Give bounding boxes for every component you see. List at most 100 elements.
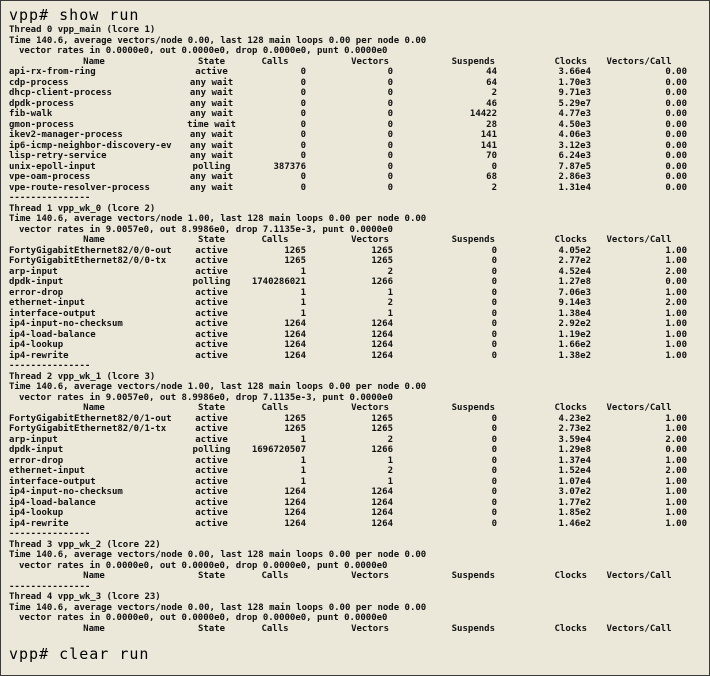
table-cell: 1264 <box>284 518 306 529</box>
table-cell: 0 <box>300 140 306 151</box>
table-cell: 1264 <box>284 350 306 361</box>
table-row: FortyGigabitEthernet82/0/0-out active 1265… <box>9 246 709 257</box>
table-cell: polling <box>192 277 231 287</box>
table-cell: 1 <box>387 308 393 319</box>
table-cell: 0 <box>491 161 497 172</box>
table-cell: any wait <box>189 172 234 182</box>
table-cell: 0.00 <box>665 88 687 98</box>
table-cell: 1.29e8 <box>558 445 591 455</box>
table-row: ethernet-input active 1 2 0 1.52e4 2.00 <box>9 466 709 477</box>
table-cell: 1 <box>300 434 306 445</box>
table-cell: 4.06e3 <box>558 130 591 140</box>
table-cell: 1.70e3 <box>558 77 591 88</box>
table-cell: 44 <box>486 67 497 77</box>
section-separator: --------------- <box>9 361 91 371</box>
table-cell: any wait <box>189 140 234 151</box>
table-cell: ip4-lookup <box>9 508 64 518</box>
table-cell: interface-output <box>9 476 96 487</box>
column-header-vectorscall: Vectors/Call <box>606 623 672 634</box>
table-cell: 0 <box>491 350 497 361</box>
table-cell: 0 <box>491 256 497 266</box>
table-cell: vpe-oam-process <box>9 172 91 182</box>
table-cell: 1264 <box>371 329 393 340</box>
table-row: error-drop active 1 1 0 1.37e4 1.00 <box>9 456 709 467</box>
table-cell: active <box>195 67 228 77</box>
thread-vector-rates: vector rates in 0.0000e0, out 0.0000e0, … <box>19 560 388 571</box>
table-cell: 0.00 <box>665 140 687 151</box>
thread-time-stats: Time 140.6, average vectors/node 1.00, l… <box>9 214 427 224</box>
table-cell: 2.92e2 <box>558 319 591 329</box>
table-cell: 0 <box>491 308 497 319</box>
table-cell: 0 <box>300 151 306 161</box>
table-cell: active <box>195 434 228 445</box>
table-cell: api-rx-from-ring <box>9 67 96 77</box>
table-cell: 1.00 <box>665 476 687 487</box>
table-cell: 2 <box>387 266 393 277</box>
table-cell: 7.87e5 <box>558 161 591 172</box>
table-cell: 7.06e3 <box>558 287 591 298</box>
table-cell: 1.00 <box>665 487 687 497</box>
table-row: interface-output active 1 1 0 1.07e4 1.00 <box>9 477 709 488</box>
table-cell: 9.71e3 <box>558 88 591 98</box>
column-header-name: Name <box>83 235 105 245</box>
column-header-vectors: Vectors <box>351 571 389 581</box>
table-cell: dpdk-input <box>9 277 64 287</box>
column-header-vectorscall: Vectors/Call <box>606 571 672 581</box>
column-header-suspends: Suspends <box>451 56 495 67</box>
table-row: api-rx-from-ring active 0 0 44 3.66e4 0.00 <box>9 67 709 78</box>
table-cell: time wait <box>187 119 236 130</box>
table-cell: 1264 <box>284 319 306 329</box>
table-cell: 0.00 <box>665 77 687 88</box>
thread-title: Thread 0 vpp_main (lcore 1) <box>9 25 156 35</box>
table-cell: 0 <box>491 319 497 329</box>
table-cell: active <box>195 329 228 340</box>
column-header-suspends: Suspends <box>451 571 495 581</box>
thread-vector-rates: vector rates in 0.0000e0, out 0.0000e0, … <box>19 46 388 56</box>
table-cell: dpdk-input <box>9 445 64 455</box>
table-row: dpdk-input polling 1696720507 1266 0 1.29e8 0.… <box>9 445 709 456</box>
table-cell: 2.00 <box>665 266 687 277</box>
table-cell: active <box>195 256 228 266</box>
table-cell: 0 <box>491 497 497 508</box>
table-cell: active <box>195 476 228 487</box>
table-cell: 5.29e7 <box>558 98 591 109</box>
table-cell: 0.00 <box>665 67 687 77</box>
table-header-row: Name State Calls Vectors Suspends Clocks Vecto… <box>9 57 709 68</box>
table-cell: 141 <box>480 140 497 151</box>
table-cell: 1.19e2 <box>558 329 591 340</box>
table-cell: 1264 <box>371 340 393 350</box>
column-header-vectors: Vectors <box>351 235 389 245</box>
column-header-name: Name <box>83 571 105 581</box>
table-row: arp-input active 1 2 0 4.52e4 2.00 <box>9 267 709 278</box>
table-header-row: Name State Calls Vectors Suspends Clocks Vecto… <box>9 624 709 635</box>
table-cell: 1 <box>300 466 306 476</box>
table-cell: 0 <box>491 434 497 445</box>
table-cell: 2 <box>387 298 393 308</box>
table-cell: 1 <box>300 476 306 487</box>
table-cell: FortyGigabitEthernet82/0/0-out <box>9 245 172 256</box>
table-row: FortyGigabitEthernet82/0/1-out active 1265… <box>9 414 709 425</box>
runtime-output: Thread 0 vpp_main (lcore 1) Time 140.6, a… <box>9 25 709 634</box>
table-cell: 3.66e4 <box>558 67 591 77</box>
table-cell: 1264 <box>284 497 306 508</box>
table-cell: 0.00 <box>665 98 687 109</box>
table-cell: 0 <box>387 182 393 193</box>
table-cell: ip6-icmp-neighbor-discovery-ev <box>9 140 172 151</box>
table-cell: arp-input <box>9 434 58 445</box>
table-cell: 1.46e2 <box>558 518 591 529</box>
command-clear-run: vpp# clear run <box>9 645 150 663</box>
table-cell: active <box>195 413 228 424</box>
table-cell: 1266 <box>371 277 393 287</box>
table-cell: 1 <box>300 298 306 308</box>
section-separator: --------------- <box>9 581 91 592</box>
table-cell: 0 <box>300 130 306 140</box>
column-header-state: State <box>197 235 226 245</box>
table-cell: 1.38e2 <box>558 350 591 361</box>
column-header-name: Name <box>83 403 105 413</box>
table-cell: 0 <box>387 140 393 151</box>
table-cell: 0 <box>491 445 497 455</box>
section-separator: --------------- <box>9 529 91 539</box>
table-row: ikev2-manager-process any wait 0 0 141 4.06e3… <box>9 130 709 141</box>
thread-time-stats: Time 140.6, average vectors/node 0.00, l… <box>9 35 427 46</box>
